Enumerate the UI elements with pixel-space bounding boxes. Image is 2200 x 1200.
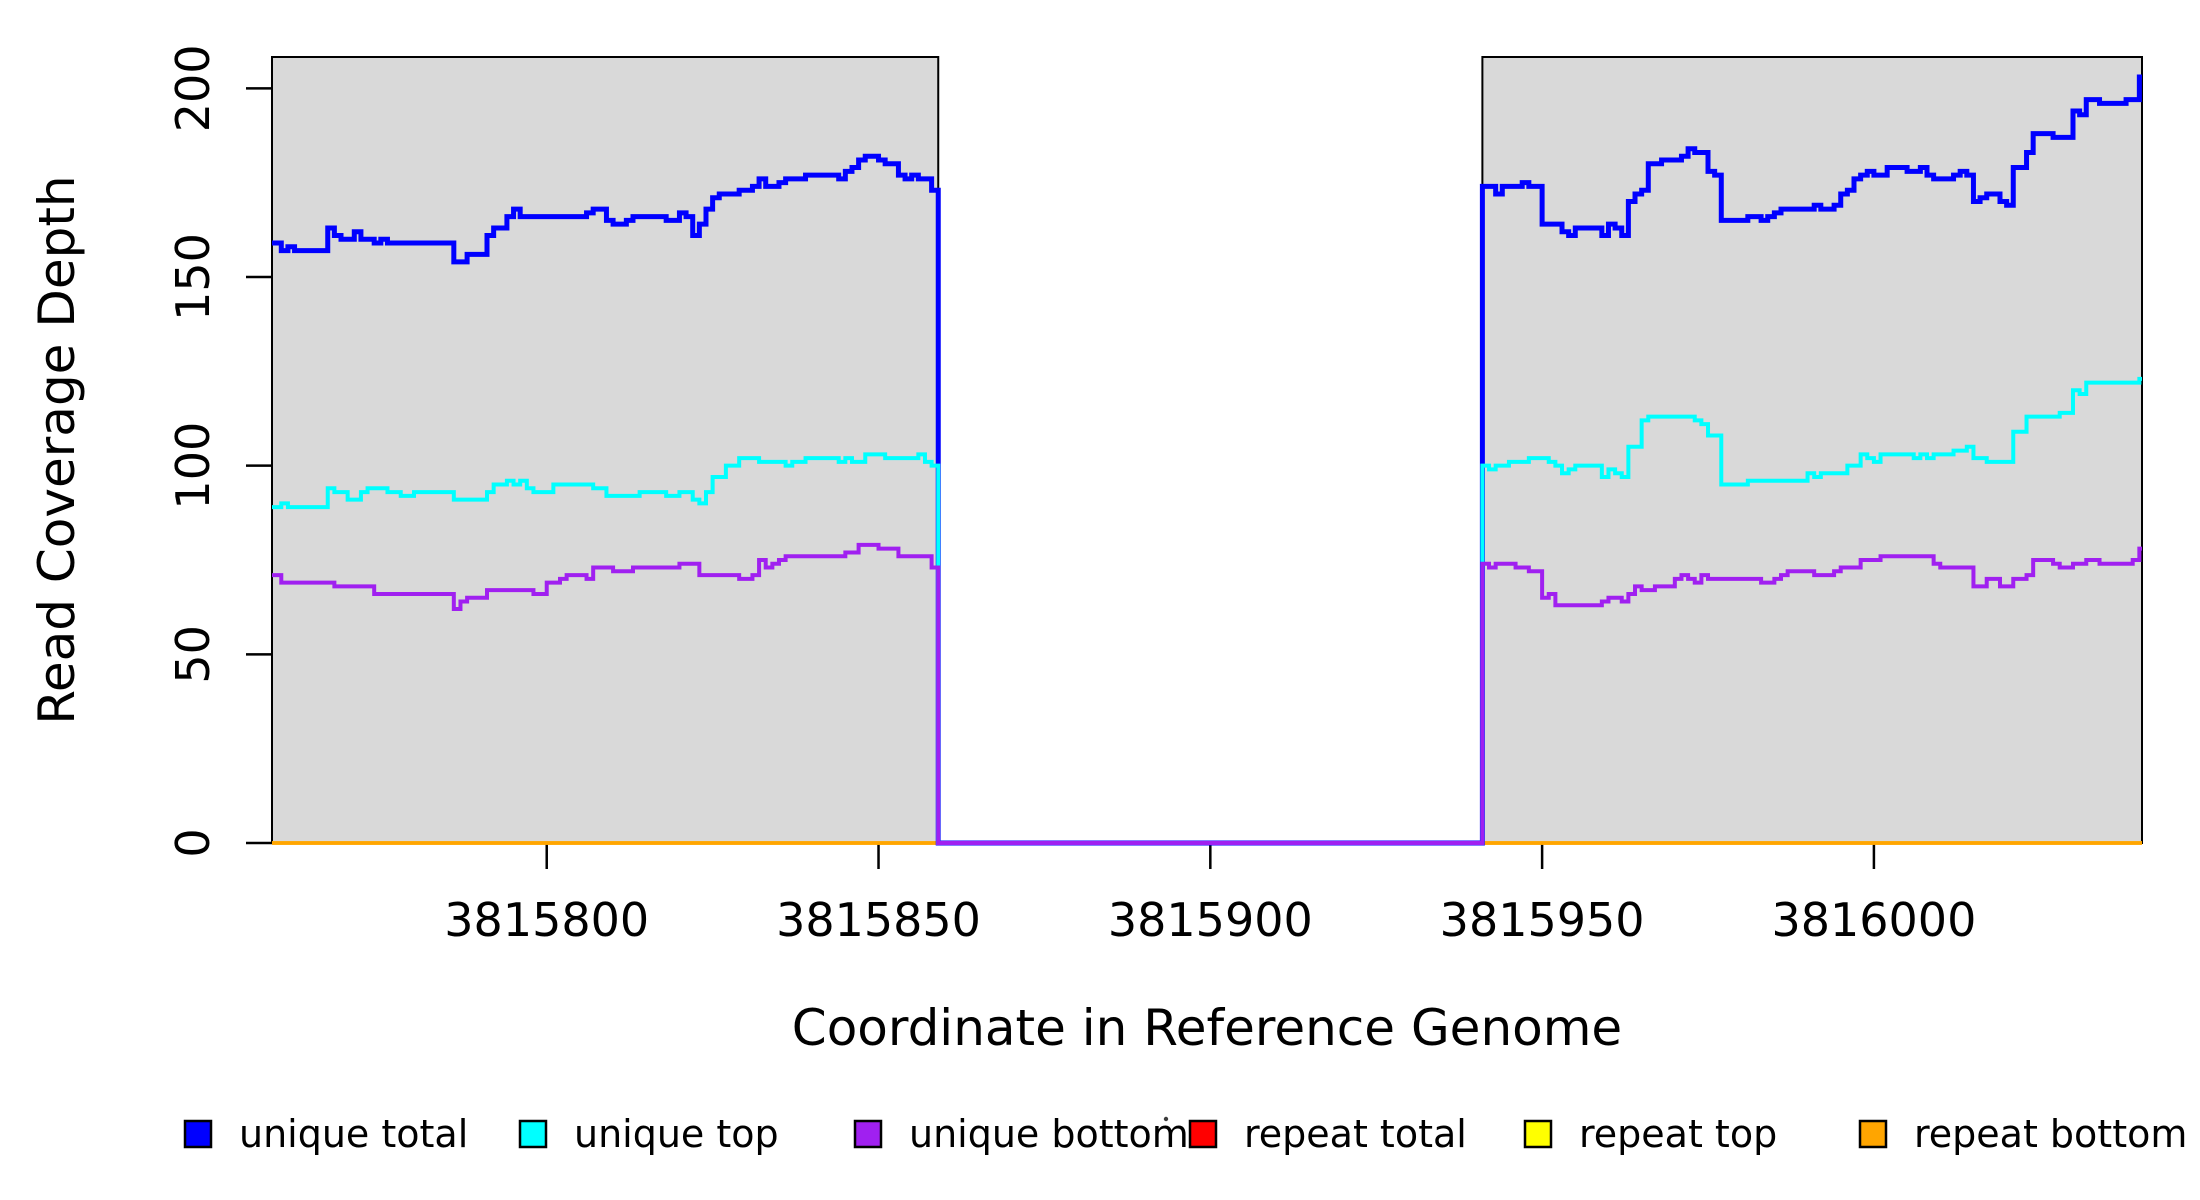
x-axis-tick-label: 3816000 (1771, 893, 1976, 947)
x-axis-tick-label: 3815950 (1440, 893, 1645, 947)
legend-item-label: repeat top (1579, 1112, 1777, 1156)
series-lines (272, 74, 2142, 846)
legend-item-repeat-bottom: repeat bottom (1858, 1112, 2187, 1156)
y-axis-tick-label: 200 (166, 44, 220, 132)
series-line-unique-bottom (272, 542, 2142, 845)
covered-region-right (1481, 56, 2144, 844)
legend-swatch (853, 1119, 883, 1149)
y-axis-title: Read Coverage Depth (28, 175, 86, 724)
legend-swatch (1188, 1119, 1218, 1149)
legend-item-label: repeat bottom (1914, 1112, 2187, 1156)
legend-item-repeat-total: repeat total (1188, 1112, 1467, 1156)
legend-item-label: unique top (574, 1112, 779, 1156)
axes: 3815800 3815850 3815900 3815950 3816000 0 50 10… (166, 44, 1976, 947)
x-axis-tick-label: 3815800 (444, 893, 649, 947)
legend-swatch (1858, 1119, 1888, 1149)
y-axis-tick-label: 50 (166, 625, 220, 684)
legend-swatch (1523, 1119, 1553, 1149)
legend-item-unique-top: unique top (518, 1112, 779, 1156)
shaded-regions (271, 56, 2144, 844)
legend-swatch (183, 1119, 213, 1149)
legend-item-unique-bottom: unique bottom (853, 1112, 1189, 1156)
y-axis-tick-label: 0 (166, 828, 220, 857)
legend-swatch (518, 1119, 548, 1149)
x-axis-title: Coordinate in Reference Genome (792, 999, 1622, 1057)
x-axis-tick-label: 3815850 (776, 893, 981, 947)
y-axis-tick-label: 100 (166, 422, 220, 510)
stray-dot (1163, 1116, 1169, 1122)
legend: unique total unique top unique bottom repea… (183, 1112, 2187, 1156)
y-axis-tick-label: 150 (166, 233, 220, 321)
legend-item-label: unique total (239, 1112, 468, 1156)
legend-item-label: repeat total (1244, 1112, 1467, 1156)
covered-region-left (271, 56, 940, 844)
legend-item-unique-total: unique total (183, 1112, 468, 1156)
legend-item-label: unique bottom (909, 1112, 1189, 1156)
x-axis-tick-label: 3815900 (1108, 893, 1313, 947)
legend-item-repeat-top: repeat top (1523, 1112, 1777, 1156)
